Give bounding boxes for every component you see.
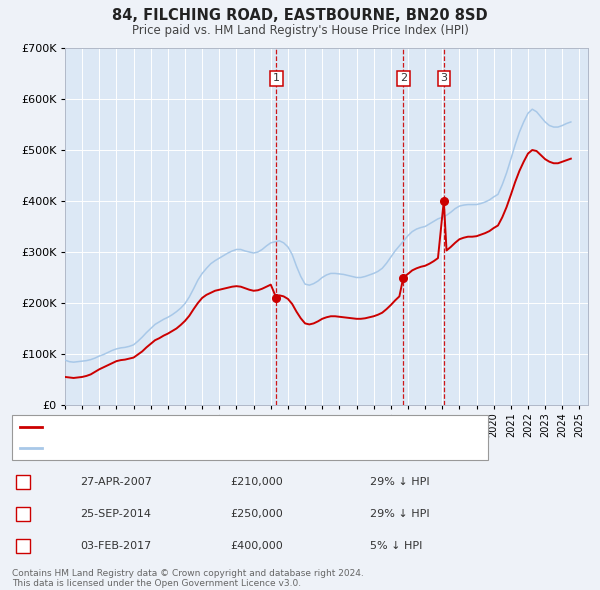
Text: Contains HM Land Registry data © Crown copyright and database right 2024.: Contains HM Land Registry data © Crown c… [12,569,364,579]
Text: 3: 3 [440,73,447,83]
Text: 29% ↓ HPI: 29% ↓ HPI [370,477,430,487]
Text: 1: 1 [273,73,280,83]
Text: Price paid vs. HM Land Registry's House Price Index (HPI): Price paid vs. HM Land Registry's House … [131,24,469,37]
Text: 1: 1 [19,477,26,487]
Text: 5% ↓ HPI: 5% ↓ HPI [370,541,422,551]
Text: 84, FILCHING ROAD, EASTBOURNE, BN20 8SD (detached house): 84, FILCHING ROAD, EASTBOURNE, BN20 8SD … [46,422,379,432]
Text: 3: 3 [19,541,26,551]
Text: 29% ↓ HPI: 29% ↓ HPI [370,509,430,519]
Text: 2: 2 [400,73,407,83]
Text: £250,000: £250,000 [230,509,283,519]
Text: £210,000: £210,000 [230,477,283,487]
Text: 25-SEP-2014: 25-SEP-2014 [80,509,151,519]
Text: This data is licensed under the Open Government Licence v3.0.: This data is licensed under the Open Gov… [12,579,301,588]
Text: 03-FEB-2017: 03-FEB-2017 [80,541,151,551]
Text: 27-APR-2007: 27-APR-2007 [80,477,152,487]
Text: HPI: Average price, detached house, Eastbourne: HPI: Average price, detached house, East… [46,443,298,453]
Text: 2: 2 [19,509,26,519]
Text: 84, FILCHING ROAD, EASTBOURNE, BN20 8SD: 84, FILCHING ROAD, EASTBOURNE, BN20 8SD [112,8,488,23]
Text: £400,000: £400,000 [230,541,283,551]
